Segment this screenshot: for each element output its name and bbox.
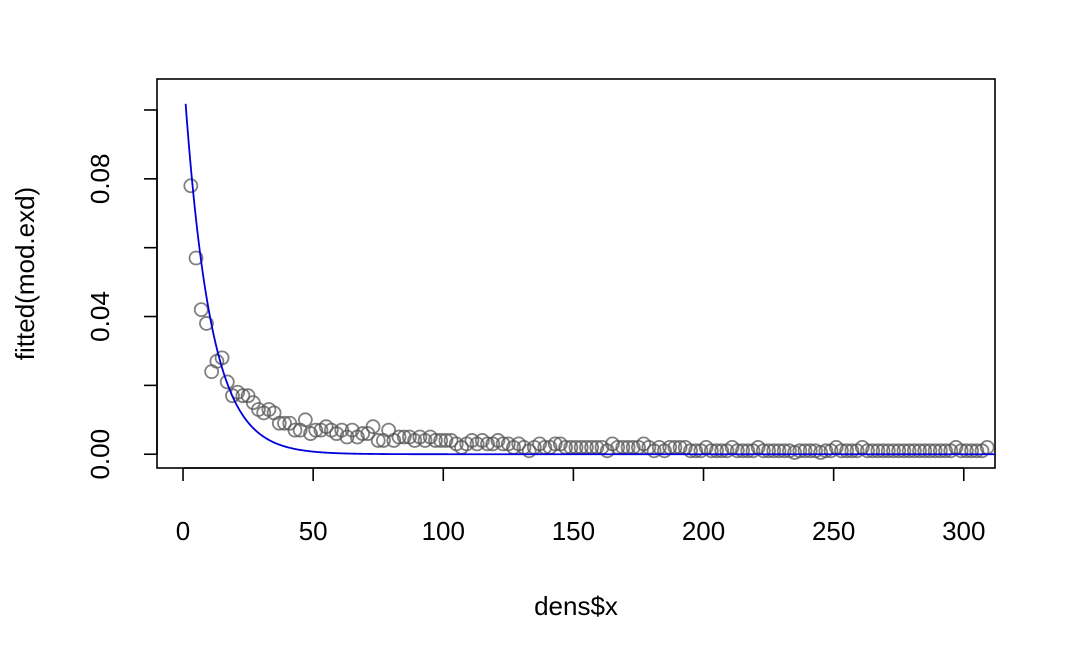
x-tick-label: 200 <box>682 516 725 546</box>
data-point <box>865 443 881 459</box>
data-point <box>958 443 974 459</box>
data-point <box>714 443 730 459</box>
data-point <box>709 443 724 459</box>
data-point <box>906 443 922 459</box>
data-point <box>917 443 933 459</box>
data-point <box>761 443 776 459</box>
data-point <box>391 429 407 445</box>
data-point <box>688 443 704 459</box>
x-tick-label: 150 <box>552 516 595 546</box>
data-point <box>797 443 813 459</box>
data-point <box>932 443 948 459</box>
data-point <box>818 443 834 459</box>
data-point <box>735 443 750 459</box>
data-point <box>428 433 443 448</box>
data-point <box>969 443 985 459</box>
data-point <box>729 443 745 459</box>
data-point <box>964 443 979 459</box>
data-point <box>938 443 953 459</box>
data-point <box>922 443 938 459</box>
data-point <box>755 443 771 459</box>
data-point <box>396 429 412 445</box>
data-point <box>766 443 782 459</box>
data-point <box>433 433 449 448</box>
data-point <box>370 433 386 448</box>
data-point <box>896 443 912 459</box>
y-tick-label: 0.00 <box>85 429 115 480</box>
data-point <box>953 443 969 459</box>
data-point <box>875 443 891 459</box>
x-tick-label: 100 <box>422 516 465 546</box>
plot-box <box>156 78 996 469</box>
y-axis: 0.00 0.04 0.08 <box>85 109 158 480</box>
data-point <box>834 443 849 459</box>
data-point <box>870 443 886 459</box>
data-point <box>308 422 324 438</box>
data-point <box>297 412 313 428</box>
data-point <box>844 443 860 459</box>
data-point <box>927 443 943 459</box>
data-point <box>277 415 292 431</box>
data-point <box>740 443 756 459</box>
data-point <box>901 443 917 459</box>
data-point <box>839 443 855 459</box>
data-point <box>703 443 719 459</box>
fitted-curve <box>184 103 995 456</box>
data-point <box>287 422 303 438</box>
data-point <box>776 443 792 459</box>
data-point <box>199 316 214 331</box>
data-point <box>235 388 251 404</box>
data-point <box>912 443 927 459</box>
x-tick-label: 250 <box>812 516 855 546</box>
data-point <box>802 443 818 459</box>
data-point <box>547 436 563 452</box>
x-tick-label: 300 <box>942 516 985 546</box>
data-point <box>183 178 199 194</box>
x-axis: 0 50 100 150 200 250 300 <box>176 467 985 546</box>
data-point <box>214 350 230 366</box>
data-point <box>271 415 287 431</box>
x-tick-label: 50 <box>299 516 328 546</box>
data-point <box>880 443 896 459</box>
x-tick-label: 0 <box>176 516 190 546</box>
points-layer <box>183 178 995 460</box>
data-point <box>480 436 495 452</box>
y-axis-label: fitted(mod.exd) <box>10 187 40 360</box>
y-tick-label: 0.08 <box>85 154 115 205</box>
data-point <box>495 436 511 452</box>
data-point <box>891 443 907 459</box>
data-point <box>188 250 204 266</box>
data-point <box>792 443 808 459</box>
data-point <box>683 443 698 459</box>
x-axis-label: dens$x <box>534 591 618 621</box>
data-point <box>886 443 901 459</box>
data-point <box>438 433 454 448</box>
data-point <box>193 302 209 318</box>
data-point <box>365 419 381 435</box>
y-tick-label: 0.04 <box>85 291 115 342</box>
data-point <box>771 443 787 459</box>
data-point <box>219 374 235 390</box>
data-point <box>355 426 371 441</box>
data-point <box>860 443 875 459</box>
